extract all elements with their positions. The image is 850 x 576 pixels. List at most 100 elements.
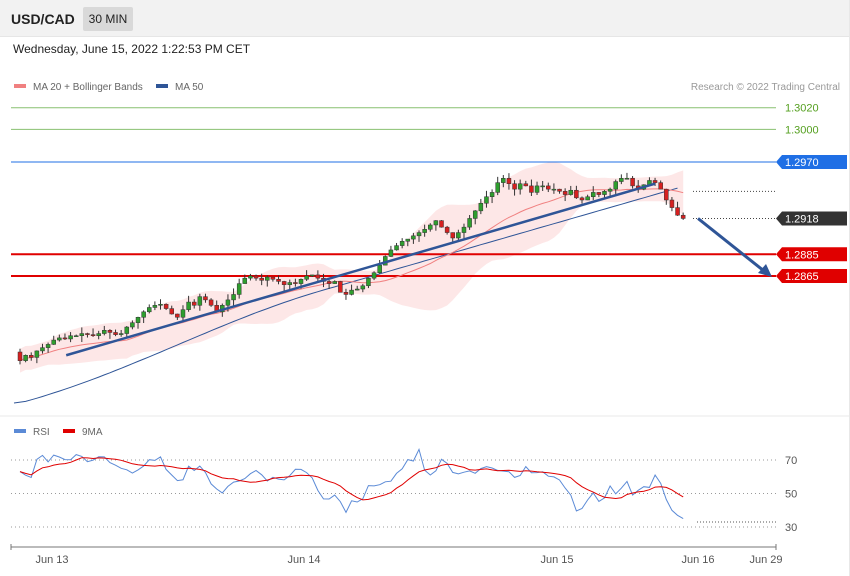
candle-body bbox=[523, 183, 529, 187]
candle-body bbox=[399, 241, 405, 246]
candle-body bbox=[315, 274, 321, 279]
candle-body bbox=[90, 334, 96, 336]
candle-body bbox=[293, 282, 298, 284]
candle-body bbox=[287, 282, 293, 285]
candle-body bbox=[590, 192, 596, 197]
candle-body bbox=[242, 277, 248, 284]
candle-body bbox=[630, 178, 635, 187]
rsi-tick-label: 50 bbox=[785, 489, 797, 501]
candle-body bbox=[34, 350, 40, 358]
candle-body bbox=[562, 191, 568, 195]
rsi-legend-swatch bbox=[14, 429, 26, 433]
price-tag-1.2885 bbox=[776, 247, 847, 262]
candle-body bbox=[680, 214, 686, 219]
price-tag-text-1.2970: 1.2970 bbox=[785, 157, 819, 169]
symbol-label: USD/CAD bbox=[11, 11, 75, 27]
candle-body bbox=[326, 281, 332, 284]
candle-body bbox=[585, 196, 590, 201]
candle-body bbox=[113, 332, 118, 335]
candle-body bbox=[422, 229, 427, 233]
candle-body bbox=[152, 305, 158, 308]
candle-body bbox=[203, 296, 208, 301]
candle-body bbox=[405, 238, 411, 242]
candle-body bbox=[248, 275, 253, 279]
candle-body bbox=[45, 344, 51, 348]
candle-body bbox=[253, 275, 259, 279]
timeframe-button[interactable]: 30 MIN bbox=[83, 7, 133, 31]
x-axis-label: Jun 14 bbox=[287, 554, 320, 566]
candle-body bbox=[349, 289, 354, 295]
candle-body bbox=[478, 203, 484, 212]
candle-body bbox=[259, 277, 264, 281]
candle-body bbox=[180, 309, 186, 318]
rsi-tick-label: 30 bbox=[785, 522, 797, 534]
rsi-legend-label: RSI bbox=[33, 427, 50, 438]
rsi-ma-legend-label: 9MA bbox=[82, 427, 103, 438]
candle-body bbox=[135, 317, 141, 323]
ma20-legend-swatch bbox=[14, 84, 26, 88]
candle-body bbox=[270, 276, 276, 280]
candle-body bbox=[534, 185, 540, 193]
price-tag-1.2865 bbox=[776, 269, 847, 283]
candle-body bbox=[96, 333, 101, 336]
price-tag-text-1.2885: 1.2885 bbox=[785, 249, 819, 261]
candle-body bbox=[40, 347, 45, 352]
candle-body bbox=[107, 330, 113, 333]
candle-body bbox=[102, 330, 107, 334]
toolbar: USD/CAD 30 MIN bbox=[0, 0, 850, 37]
candle-body bbox=[568, 189, 574, 195]
candle-body bbox=[613, 181, 618, 190]
candle-body bbox=[158, 303, 163, 306]
candle-body bbox=[118, 333, 124, 335]
candle-body bbox=[652, 180, 658, 183]
candle-body bbox=[416, 232, 422, 237]
candle-body bbox=[484, 196, 489, 204]
candle-body bbox=[208, 299, 214, 306]
candle-body bbox=[175, 313, 180, 318]
candle-body bbox=[506, 178, 512, 184]
candle-body bbox=[394, 245, 399, 251]
candle-body bbox=[343, 292, 349, 295]
candle-body bbox=[461, 226, 467, 233]
x-axis-label: Jun 15 bbox=[540, 554, 573, 566]
candle-body bbox=[675, 207, 680, 216]
candle-body bbox=[225, 299, 231, 306]
candle-body bbox=[411, 235, 416, 240]
candle-body bbox=[51, 339, 56, 345]
price-tag-text-1.2918: 1.2918 bbox=[785, 213, 819, 225]
candle-body bbox=[304, 275, 309, 280]
candle-body bbox=[546, 185, 551, 190]
candle-body bbox=[428, 224, 433, 230]
candle-body bbox=[619, 178, 624, 182]
candle-body bbox=[495, 182, 500, 193]
candle-body bbox=[366, 277, 371, 287]
candle-body bbox=[169, 308, 174, 315]
support-trendline bbox=[65, 182, 656, 357]
ma50-legend-label: MA 50 bbox=[175, 82, 204, 93]
candle-body bbox=[388, 249, 394, 257]
candle-body bbox=[540, 185, 545, 188]
candle-body bbox=[141, 311, 146, 318]
chart-timestamp: Wednesday, June 15, 2022 1:22:53 PM CET bbox=[13, 42, 251, 56]
candle-body bbox=[472, 210, 478, 219]
candle-body bbox=[433, 220, 439, 226]
candle-body bbox=[517, 183, 523, 190]
ma50-line bbox=[13, 187, 678, 404]
candle-body bbox=[62, 337, 68, 340]
candle-body bbox=[456, 232, 461, 239]
candle-body bbox=[354, 288, 360, 291]
candle-body bbox=[579, 197, 585, 201]
candle-body bbox=[607, 188, 613, 192]
candle-body bbox=[231, 294, 236, 301]
candle-body bbox=[191, 301, 197, 306]
candle-body bbox=[236, 283, 242, 295]
price-tag-1.2918 bbox=[776, 211, 847, 226]
price-tag-text-1.2865: 1.2865 bbox=[785, 271, 819, 283]
candle-body bbox=[658, 182, 663, 190]
rsi-line bbox=[19, 447, 684, 520]
ma20-legend-label: MA 20 + Bollinger Bands bbox=[33, 82, 143, 93]
candle-body bbox=[664, 188, 669, 201]
candle-body bbox=[624, 178, 630, 180]
candle-body bbox=[450, 232, 455, 239]
x-axis-label: Jun 13 bbox=[35, 554, 68, 566]
